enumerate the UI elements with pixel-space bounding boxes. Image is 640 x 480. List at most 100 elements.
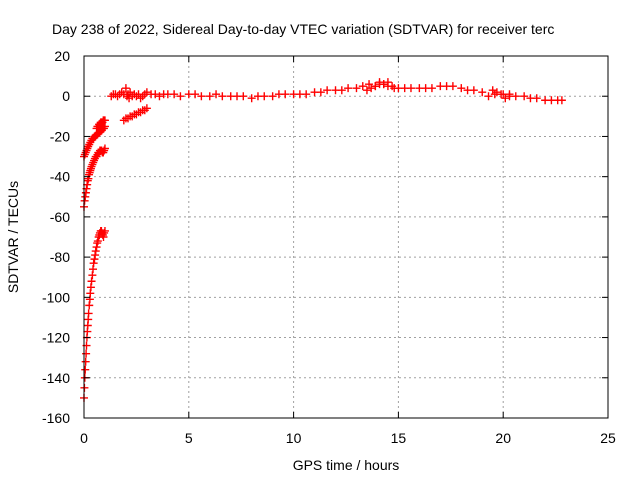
data-point — [247, 94, 256, 103]
y-tick-label: -20 — [50, 128, 70, 144]
data-point — [371, 82, 380, 91]
x-axis-label: GPS time / hours — [293, 457, 400, 473]
data-point — [89, 259, 98, 268]
data-point — [100, 144, 109, 153]
data-point — [501, 94, 510, 103]
data-point — [93, 237, 102, 246]
data-point — [532, 94, 541, 103]
data-point — [260, 92, 269, 101]
data-series — [80, 144, 109, 211]
data-series — [107, 80, 566, 105]
data-point — [132, 110, 141, 119]
data-point — [151, 90, 160, 99]
data-point — [469, 86, 478, 95]
data-point — [176, 92, 185, 101]
data-series — [362, 78, 397, 95]
data-point — [218, 92, 227, 101]
data-point — [323, 86, 332, 95]
y-tick-label: -120 — [42, 330, 70, 346]
data-point — [505, 92, 514, 101]
data-point — [205, 92, 214, 101]
data-point — [170, 90, 179, 99]
data-point — [197, 92, 206, 101]
data-point — [126, 88, 135, 97]
data-point — [268, 92, 277, 101]
data-point — [140, 106, 149, 115]
data-point — [119, 116, 128, 125]
data-point — [488, 86, 497, 95]
data-points — [80, 78, 566, 402]
data-point — [448, 82, 457, 91]
data-point — [191, 90, 200, 99]
data-point — [367, 84, 376, 93]
data-point — [82, 349, 91, 358]
data-point — [388, 82, 397, 91]
data-point — [362, 86, 371, 95]
chart-title: Day 238 of 2022, Sidereal Day-to-day VTE… — [52, 21, 554, 37]
data-point — [100, 226, 109, 235]
data-point — [136, 94, 145, 103]
plot-frame — [83, 55, 609, 419]
y-axis: -160 -140 -120 -100 -80 -60 -40 -20 0 20 — [42, 48, 608, 426]
data-point — [557, 96, 566, 105]
data-point — [406, 84, 415, 93]
y-tick-label: -160 — [42, 410, 70, 426]
data-point — [281, 90, 290, 99]
x-tick-label: 20 — [495, 430, 511, 446]
data-point — [124, 114, 133, 123]
data-point — [87, 277, 96, 286]
y-tick-label: 20 — [54, 48, 70, 64]
data-point — [358, 82, 367, 91]
x-tick-label: 25 — [600, 430, 616, 446]
data-point — [142, 104, 151, 113]
data-point — [81, 357, 90, 366]
x-tick-label: 10 — [286, 430, 302, 446]
y-tick-label: -60 — [50, 209, 70, 225]
data-series — [92, 116, 109, 133]
data-point — [316, 88, 325, 97]
grid-lines — [84, 56, 608, 418]
data-point — [344, 84, 353, 93]
data-point — [457, 84, 466, 93]
data-point — [121, 84, 130, 93]
data-point — [352, 84, 361, 93]
data-point — [302, 90, 311, 99]
data-point — [155, 92, 164, 101]
data-point — [365, 80, 374, 89]
data-point — [84, 309, 93, 318]
data-point — [212, 90, 221, 99]
data-point — [81, 365, 90, 374]
data-point — [375, 78, 384, 87]
data-point — [520, 92, 529, 101]
data-point — [497, 90, 506, 99]
data-point — [427, 84, 436, 93]
data-point — [478, 88, 487, 97]
data-point — [117, 88, 126, 97]
y-tick-label: -40 — [50, 169, 70, 185]
data-series — [488, 86, 514, 103]
data-point — [383, 78, 392, 87]
data-point — [91, 247, 100, 256]
y-tick-label: -80 — [50, 249, 70, 265]
data-series — [119, 104, 151, 125]
y-tick-label: -100 — [42, 289, 70, 305]
data-point — [337, 86, 346, 95]
x-tick-label: 5 — [185, 430, 193, 446]
data-point — [142, 88, 151, 97]
y-tick-label: 0 — [62, 88, 70, 104]
y-tick-label: -140 — [42, 370, 70, 386]
data-point — [379, 80, 388, 89]
x-axis: 0 5 10 15 20 25 — [80, 56, 616, 446]
data-point — [128, 112, 137, 121]
data-point — [239, 92, 248, 101]
data-point — [484, 92, 493, 101]
data-point — [136, 108, 145, 117]
data-point — [492, 88, 501, 97]
data-point — [100, 116, 109, 125]
y-axis-label: SDTVAR / TECUs — [5, 181, 21, 293]
data-point — [138, 92, 147, 101]
data-point — [113, 92, 122, 101]
x-tick-label: 15 — [391, 430, 407, 446]
x-tick-label: 0 — [80, 430, 88, 446]
